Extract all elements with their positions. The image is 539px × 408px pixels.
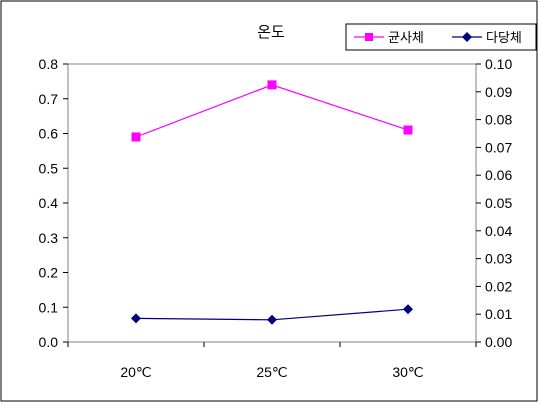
y-left-tick-label: 0.5 [39,160,59,176]
x-tick-label: 20℃ [120,364,151,380]
data-point-marker [131,313,141,324]
y-left-tick-label: 0.4 [39,195,59,211]
y-left-tick-label: 0.7 [39,91,59,107]
y-left-tick-label: 0.8 [39,56,59,72]
legend-marker-polysaccharide [462,32,472,42]
y-left-tick-label: 0.6 [39,126,59,142]
y-left-tick-label: 0.1 [39,299,59,315]
y-right-tick-label: 0.02 [485,278,512,294]
x-tick-label: 30℃ [392,364,423,380]
y-left-tick-label: 0.0 [39,334,59,350]
data-point-marker [267,80,277,90]
legend-label-polysaccharide: 다당체 [486,30,522,45]
y-left-tick-label: 0.3 [39,230,59,246]
chart-title: 온도 [257,24,285,41]
y-left-tick-label: 0.2 [39,265,59,281]
legend-label-mycelium: 균사체 [388,30,424,45]
y-right-tick-label: 0.08 [485,112,512,128]
data-point-marker [403,125,413,135]
data-point-marker [267,314,277,325]
data-point-marker [131,132,141,142]
x-tick-label: 25℃ [256,364,287,380]
axes-layer: 0.0 0.1 0.2 0.3 0.4 0.5 0.6 0.7 0.8 0.00 0.01 0.02 0… [39,56,513,380]
y-right-tick-label: 0.07 [485,139,512,155]
y-right-tick-label: 0.03 [485,251,512,267]
y-right-tick-label: 0.00 [485,334,512,350]
data-point-marker [403,304,413,315]
y-right-tick-label: 0.04 [485,223,512,239]
series-layer [131,80,413,325]
y-right-tick-label: 0.01 [485,306,512,322]
y-right-tick-label: 0.05 [485,195,512,211]
y-right-tick-label: 0.10 [485,56,512,72]
legend: 균사체 다당체 [345,23,537,51]
legend-marker-mycelium [365,33,373,41]
y-right-tick-label: 0.06 [485,167,512,183]
y-right-tick-label: 0.09 [485,84,512,100]
